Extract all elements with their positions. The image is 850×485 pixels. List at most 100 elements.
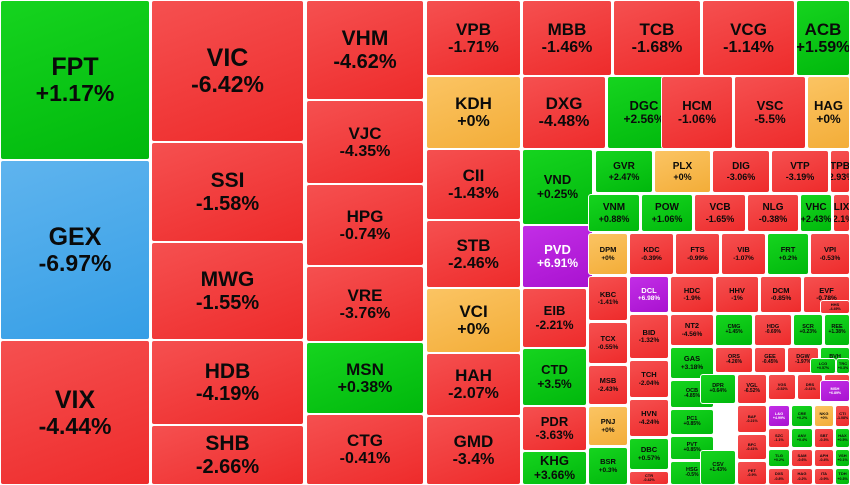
treemap-tile-tcx[interactable]: TCX -0.55% bbox=[588, 322, 628, 364]
treemap-tile-trc[interactable]: TRC +0.3% bbox=[836, 358, 850, 374]
treemap-tile-vgl[interactable]: VGL -6.52% bbox=[737, 374, 767, 404]
treemap-tile-hvn[interactable]: HVN -4.24% bbox=[629, 399, 669, 437]
treemap-tile-bsr[interactable]: BSR +0.3% bbox=[588, 447, 628, 485]
treemap-tile-gas[interactable]: GAS +3.18% bbox=[670, 347, 714, 379]
treemap-tile-ctg[interactable]: CTG -0.41% bbox=[306, 414, 424, 485]
treemap-tile-vhm[interactable]: VHM -4.62% bbox=[306, 0, 424, 100]
treemap-tile-vsc[interactable]: VSC -5.5% bbox=[734, 76, 806, 149]
treemap-tile-kdc[interactable]: KDC -0.39% bbox=[629, 233, 674, 275]
treemap-tile-bid[interactable]: BID -1.32% bbox=[629, 314, 669, 359]
treemap-tile-vcg[interactable]: VCG -1.14% bbox=[702, 0, 795, 76]
treemap-tile-baf[interactable]: BAF -0.21% bbox=[737, 405, 767, 433]
treemap-tile-ctd[interactable]: CTD +3.5% bbox=[522, 348, 587, 406]
treemap-tile-pnj[interactable]: PNJ +0% bbox=[588, 406, 628, 446]
treemap-tile-hdb[interactable]: HDB -4.19% bbox=[151, 340, 304, 425]
treemap-tile-dbc[interactable]: DBC +0.57% bbox=[629, 438, 669, 470]
treemap-tile-tlg[interactable]: TLG +0.2% bbox=[768, 449, 790, 467]
treemap-tile-ctr[interactable]: CTR -0.42% bbox=[629, 471, 669, 485]
treemap-tile-vic[interactable]: VIC -6.42% bbox=[151, 0, 304, 142]
treemap-tile-sbt[interactable]: SBT -0.3% bbox=[814, 428, 834, 448]
treemap-tile-vgs[interactable]: VGS -0.52% bbox=[768, 374, 796, 400]
treemap-tile-msb[interactable]: MSB -2.43% bbox=[588, 365, 628, 405]
treemap-tile-gex[interactable]: GEX -6.97% bbox=[0, 160, 150, 340]
treemap-tile-gee[interactable]: GEE -0.45% bbox=[754, 347, 786, 373]
treemap-tile-vix[interactable]: VIX -4.44% bbox=[0, 340, 150, 485]
treemap-tile-vci[interactable]: VCI +0% bbox=[426, 288, 521, 353]
treemap-tile-cre[interactable]: CRE +0.2% bbox=[791, 405, 813, 427]
treemap-tile-kdh[interactable]: KDH +0% bbox=[426, 76, 521, 149]
treemap-tile-lcg[interactable]: LCG +0.57% bbox=[810, 358, 836, 374]
treemap-tile-eib[interactable]: EIB -2.21% bbox=[522, 288, 587, 348]
treemap-tile-tpb[interactable]: TPB-2.93% bbox=[830, 150, 850, 193]
treemap-tile-fts[interactable]: FTS -0.99% bbox=[675, 233, 720, 275]
treemap-tile-lix[interactable]: LIX-2.1% bbox=[833, 194, 850, 232]
treemap-tile-vjc[interactable]: VJC -4.35% bbox=[306, 100, 424, 184]
treemap-tile-hdc[interactable]: HDC -1.9% bbox=[670, 276, 714, 313]
treemap-tile-vpi[interactable]: VPI -0.53% bbox=[810, 233, 850, 275]
treemap-tile-ors[interactable]: ORS -4.26% bbox=[715, 347, 753, 373]
treemap-tile-dcl[interactable]: DCL +6.98% bbox=[629, 276, 669, 313]
treemap-tile-pow[interactable]: POW +1.06% bbox=[641, 194, 693, 232]
treemap-tile-vnm[interactable]: VNM +0.88% bbox=[588, 194, 640, 232]
treemap-tile-pdr[interactable]: PDR -3.63% bbox=[522, 406, 587, 451]
treemap-tile-hax[interactable]: HAX +0.5% bbox=[835, 428, 850, 448]
treemap-tile-pvd[interactable]: PVD +6.91% bbox=[522, 225, 593, 288]
treemap-tile-stb[interactable]: STB -2.46% bbox=[426, 220, 521, 288]
treemap-tile-cti[interactable]: CTI -1.08% bbox=[835, 405, 850, 427]
treemap-tile-fpt[interactable]: FPT +1.17% bbox=[0, 0, 150, 160]
treemap-tile-vsh[interactable]: VSH +0.1% bbox=[835, 449, 850, 467]
treemap-tile-kbc[interactable]: KBC -1.41% bbox=[588, 276, 628, 321]
treemap-tile-vre[interactable]: VRE -3.76% bbox=[306, 266, 424, 342]
treemap-tile-vib[interactable]: VIB -1.07% bbox=[721, 233, 766, 275]
treemap-tile-tcb[interactable]: TCB -1.68% bbox=[613, 0, 701, 76]
treemap-tile-vhc[interactable]: VHC +2.43% bbox=[800, 194, 832, 232]
treemap-tile-l-g[interactable]: L&G +4.99% bbox=[768, 405, 790, 427]
treemap-tile-vpb[interactable]: VPB -1.71% bbox=[426, 0, 521, 76]
treemap-tile-hhv[interactable]: HHV -1% bbox=[715, 276, 759, 313]
treemap-tile-dpr[interactable]: DPR +0.64% bbox=[700, 374, 736, 404]
treemap-tile-dig[interactable]: DIG -3.06% bbox=[712, 150, 770, 193]
treemap-tile-vcb[interactable]: VCB -1.65% bbox=[694, 194, 746, 232]
treemap-tile-hag[interactable]: HAG -0.2% bbox=[791, 468, 813, 485]
treemap-tile-tdh[interactable]: TDH +0.3% bbox=[835, 468, 850, 485]
treemap-tile-bfc[interactable]: BFC -0.41% bbox=[737, 434, 767, 460]
treemap-tile-gmd[interactable]: GMD -3.4% bbox=[426, 416, 521, 485]
treemap-tile-vtp[interactable]: VTP -3.19% bbox=[771, 150, 829, 193]
treemap-tile-vnd[interactable]: VND +0.25% bbox=[522, 149, 593, 225]
treemap-tile-hpg[interactable]: HPG -0.74% bbox=[306, 184, 424, 266]
treemap-tile-ita[interactable]: ITA -0.9% bbox=[814, 468, 834, 485]
treemap-tile-acb[interactable]: ACB +1.59% bbox=[796, 0, 850, 76]
treemap-tile-anv[interactable]: ANV +0.4% bbox=[791, 428, 813, 448]
treemap-tile-tch[interactable]: TCH -2.04% bbox=[629, 360, 669, 398]
treemap-tile-dpm[interactable]: DPM +0% bbox=[588, 233, 628, 275]
treemap-tile-aph[interactable]: APH -0.4% bbox=[814, 449, 834, 467]
treemap-tile-mwg[interactable]: MWG -1.55% bbox=[151, 242, 304, 340]
treemap-tile-hhs[interactable]: HHS -4.49% bbox=[820, 300, 850, 314]
treemap-tile-shb[interactable]: SHB -2.66% bbox=[151, 425, 304, 485]
treemap-tile-dxg[interactable]: DXG -4.48% bbox=[522, 76, 606, 149]
treemap-tile-gvr[interactable]: GVR +2.47% bbox=[595, 150, 653, 193]
treemap-tile-cmg[interactable]: CMG +1.45% bbox=[715, 314, 753, 346]
treemap-tile-plx[interactable]: PLX +0% bbox=[654, 150, 711, 193]
treemap-tile-mbb[interactable]: MBB -1.46% bbox=[522, 0, 612, 76]
treemap-tile-sam[interactable]: SAM -0.6% bbox=[791, 449, 813, 467]
treemap-tile-msn[interactable]: MSN +0.38% bbox=[306, 342, 424, 414]
treemap-tile-ree[interactable]: REE +1.38% bbox=[824, 314, 850, 346]
treemap-tile-khg[interactable]: KHG +3.66% bbox=[522, 451, 587, 485]
treemap-tile-cii[interactable]: CII -1.43% bbox=[426, 149, 521, 220]
treemap-tile-hcm[interactable]: HCM -1.06% bbox=[661, 76, 733, 149]
treemap-tile-hdg[interactable]: HDG -0.69% bbox=[754, 314, 792, 346]
treemap-tile-msh[interactable]: MSH +6.89% bbox=[820, 380, 850, 402]
treemap-tile-frt[interactable]: FRT +0.2% bbox=[767, 233, 809, 275]
treemap-tile-ssi[interactable]: SSI -1.58% bbox=[151, 142, 304, 242]
treemap-tile-nlg[interactable]: NLG -0.38% bbox=[747, 194, 799, 232]
treemap-tile-szc[interactable]: SZC -1.1% bbox=[768, 428, 790, 448]
treemap-tile-hag[interactable]: HAG +0% bbox=[807, 76, 850, 149]
treemap-tile-nt2[interactable]: NT2 -4.56% bbox=[670, 314, 714, 346]
treemap-tile-dxs[interactable]: DXS -0.8% bbox=[768, 468, 790, 485]
treemap-tile-hah[interactable]: HAH -2.07% bbox=[426, 353, 521, 416]
treemap-tile-pet[interactable]: PET -0.9% bbox=[737, 461, 767, 485]
treemap-tile-nkg[interactable]: NKG +0% bbox=[814, 405, 834, 427]
treemap-tile-drs[interactable]: DRS -0.41% bbox=[797, 374, 823, 400]
